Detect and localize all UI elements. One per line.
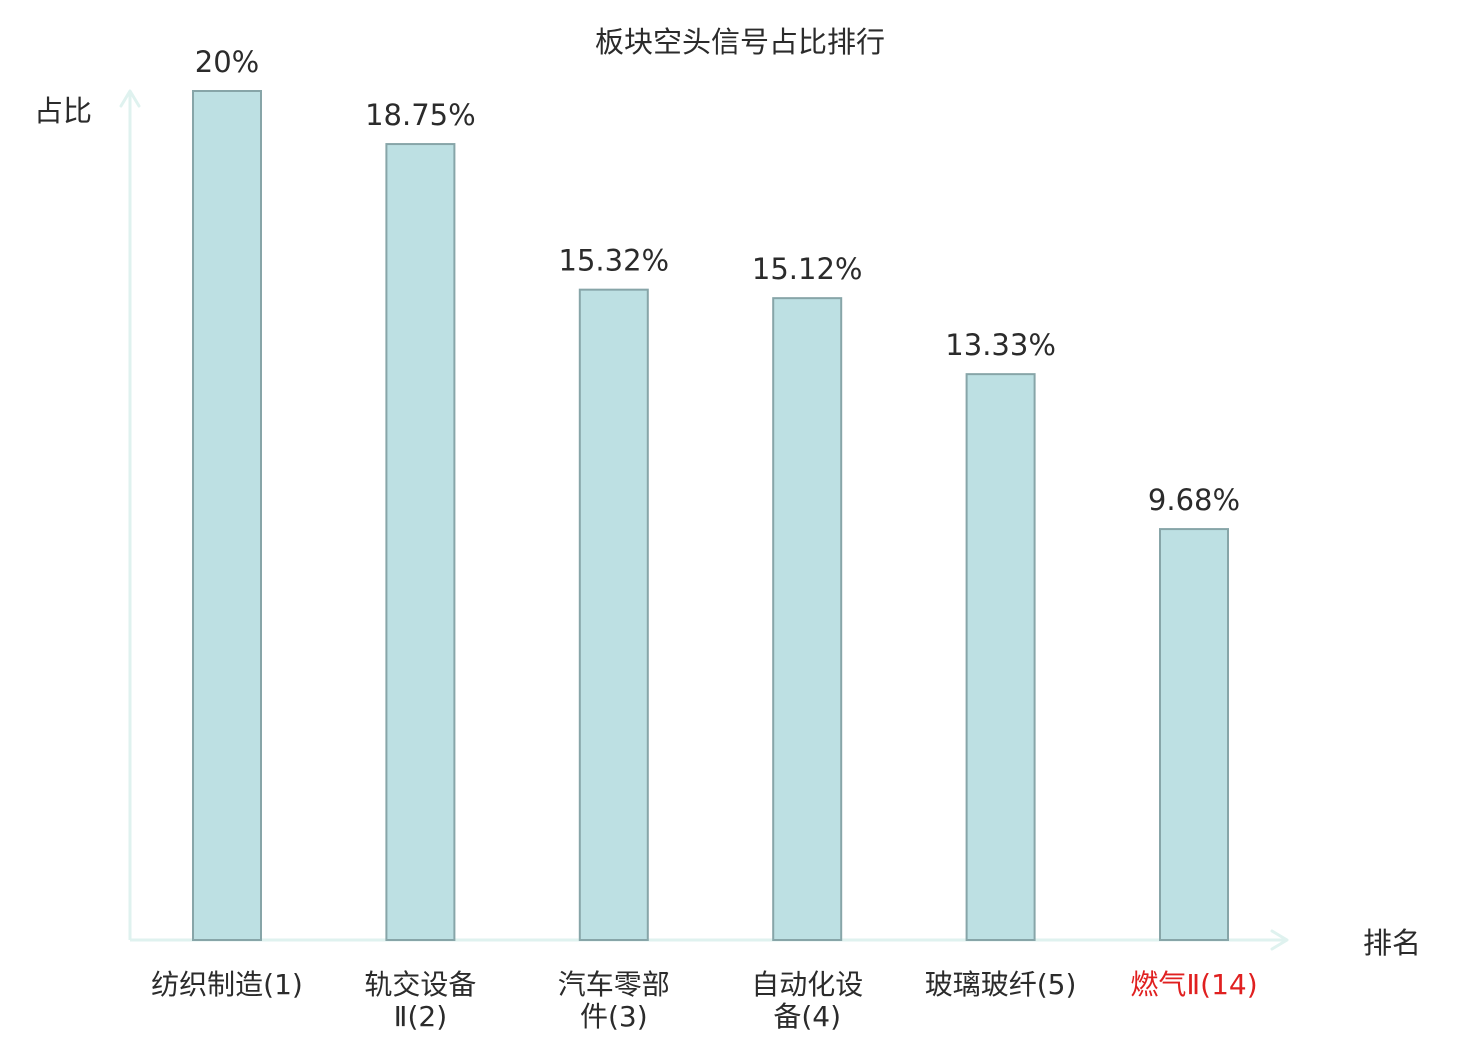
value-label: 20% (195, 45, 259, 79)
x-axis-arrow (1270, 929, 1289, 951)
bar (385, 143, 456, 941)
category-label: 轨交设备 (364, 968, 476, 1001)
value-label: 15.12% (752, 252, 863, 286)
bar (1159, 528, 1229, 941)
x-axis-label: 排名 (1363, 926, 1421, 960)
bar (772, 297, 843, 941)
category-label: Ⅱ(2) (394, 1000, 447, 1033)
chart-title: 板块空头信号占比排行 (595, 25, 885, 59)
value-label: 13.33% (945, 328, 1056, 362)
value-label: 15.32% (559, 244, 670, 278)
value-label: 18.75% (365, 98, 476, 132)
category-label: 自动化设 (751, 968, 863, 1001)
category-label: 汽车零部 (558, 968, 670, 1001)
value-label: 9.68% (1148, 483, 1240, 517)
bar (578, 288, 649, 941)
bar (192, 90, 262, 941)
category-label: 备(4) (773, 1000, 841, 1033)
category-label: 玻璃玻纤(5) (925, 968, 1077, 1001)
y-axis-arrow (119, 89, 141, 108)
category-label: 纺织制造(1) (151, 968, 303, 1001)
category-label: 件(3) (580, 1000, 648, 1033)
category-label: 燃气Ⅱ(14) (1130, 968, 1257, 1001)
axes (119, 89, 1289, 951)
bar (965, 373, 1036, 942)
value-labels: 20% 18.75% 15.32% 15.12% 13.33% 9.68% (195, 45, 1240, 517)
bars (192, 90, 1229, 942)
y-axis-label: 占比 (34, 94, 92, 128)
